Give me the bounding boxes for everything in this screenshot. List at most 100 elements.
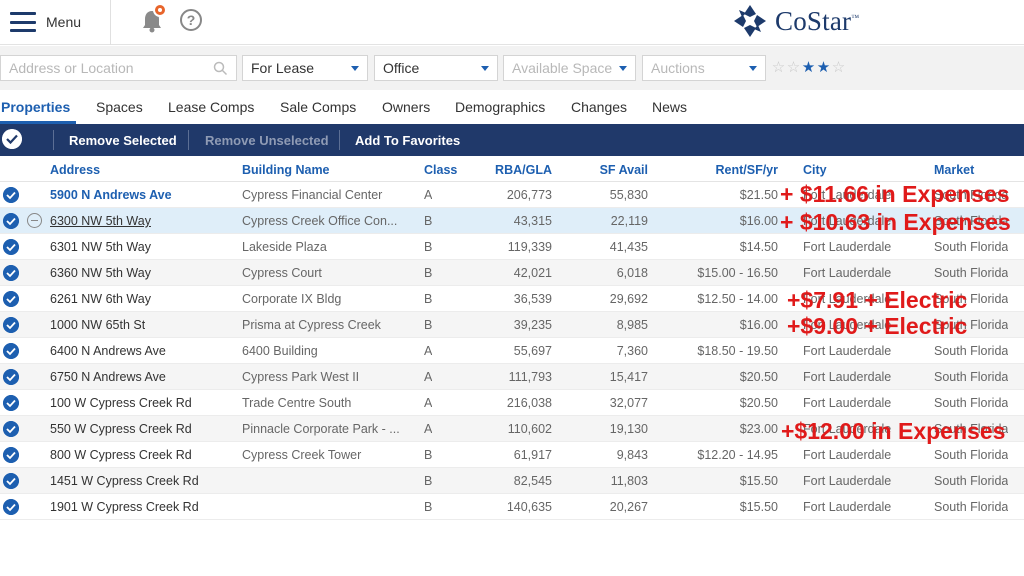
cell-sf-avail: 41,435 (609, 240, 648, 254)
star-empty-icon[interactable]: ☆ (771, 59, 786, 76)
chevron-down-icon (749, 66, 757, 71)
col-building-name[interactable]: Building Name (242, 163, 330, 177)
tab-properties[interactable]: Properties (1, 99, 71, 115)
table-row[interactable]: 5900 N Andrews Ave Cypress Financial Cent… (0, 182, 1024, 208)
tab-owners[interactable]: Owners (382, 99, 431, 115)
cell-class: A (424, 188, 433, 202)
remove-unselected-button[interactable]: Remove Unselected (205, 133, 329, 148)
col-address[interactable]: Address (50, 163, 101, 177)
table-row[interactable]: 6750 N Andrews Ave Cypress Park West II A 1… (0, 364, 1024, 390)
row-check-icon[interactable] (3, 291, 19, 307)
row-check-icon[interactable] (3, 473, 19, 489)
cell-address[interactable]: 6750 N Andrews Ave (50, 370, 166, 384)
row-check-icon[interactable] (3, 369, 19, 385)
col-rba-gla[interactable]: RBA/GLA (495, 163, 552, 177)
cell-building-name: Cypress Financial Center (242, 188, 383, 202)
cell-address[interactable]: 1451 W Cypress Creek Rd (50, 474, 199, 488)
row-check-icon[interactable] (3, 265, 19, 281)
tab-sale-comps[interactable]: Sale Comps (280, 99, 357, 115)
table-row[interactable]: 1451 W Cypress Creek Rd B 82,545 11,803 $15.… (0, 468, 1024, 494)
row-check-icon[interactable] (3, 187, 19, 203)
cell-building-name: Trade Centre South (242, 396, 352, 410)
star-rating-filter[interactable]: ☆ ☆ ★ ★ ☆ (771, 60, 846, 76)
cell-market: South Florida (934, 422, 1009, 436)
cell-rent: $15.50 (739, 500, 778, 514)
cell-rent: $18.50 - 19.50 (697, 344, 778, 358)
location-placeholder: Address or Location (9, 60, 134, 76)
table-row[interactable]: 550 W Cypress Creek Rd Pinnacle Corporate… (0, 416, 1024, 442)
help-icon[interactable]: ? (180, 9, 202, 31)
star-filled-icon[interactable]: ★ (801, 59, 816, 76)
table-row[interactable]: 1000 NW 65th St Prisma at Cypress Creek B 3… (0, 312, 1024, 338)
table-row[interactable]: 6261 NW 6th Way Corporate IX Bldg B 36,539 2… (0, 286, 1024, 312)
cell-class: B (424, 214, 433, 228)
select-all-check-icon[interactable] (2, 129, 22, 149)
cell-address[interactable]: 1901 W Cypress Creek Rd (50, 500, 199, 514)
cell-market: South Florida (934, 214, 1009, 228)
row-check-icon[interactable] (3, 421, 19, 437)
remove-selected-button[interactable]: Remove Selected (69, 133, 177, 148)
collapse-minus-icon[interactable] (27, 213, 42, 228)
table-row[interactable]: 1901 W Cypress Creek Rd B 140,635 20,267 $15… (0, 494, 1024, 520)
available-space-select[interactable]: Available Space (503, 55, 636, 81)
tab-news[interactable]: News (652, 99, 688, 115)
col-rent[interactable]: Rent/SF/yr (715, 163, 778, 177)
table-row[interactable]: 6300 NW 5th Way Cypress Creek Office Con.… (0, 208, 1024, 234)
row-check-icon[interactable] (3, 343, 19, 359)
tab-spaces[interactable]: Spaces (96, 99, 143, 115)
cell-address[interactable]: 6400 N Andrews Ave (50, 344, 166, 358)
cell-address[interactable]: 5900 N Andrews Ave (50, 188, 172, 202)
row-check-icon[interactable] (3, 447, 19, 463)
cell-sf-avail: 11,803 (610, 474, 648, 488)
table-row[interactable]: 100 W Cypress Creek Rd Trade Centre South… (0, 390, 1024, 416)
table-row[interactable]: 6400 N Andrews Ave 6400 Building A 55,697 7,… (0, 338, 1024, 364)
auctions-select[interactable]: Auctions (642, 55, 766, 81)
row-check-icon[interactable] (3, 317, 19, 333)
tab-demographics[interactable]: Demographics (455, 99, 546, 115)
menu-button[interactable]: Menu (10, 8, 81, 36)
table-row[interactable]: 6360 NW 5th Way Cypress Court B 42,021 6,018… (0, 260, 1024, 286)
table-row[interactable]: 800 W Cypress Creek Rd Cypress Creek Towe… (0, 442, 1024, 468)
annotation-expenses-1: + $11.66 in Expenses (780, 181, 1010, 207)
cell-class: B (424, 266, 433, 280)
property-type-select[interactable]: Office (374, 55, 498, 81)
row-check-icon[interactable] (3, 499, 19, 515)
annotation-expenses-2: + $10.63 in Expenses (780, 209, 1011, 235)
cell-market: South Florida (934, 448, 1009, 462)
property-type-value: Office (383, 60, 420, 76)
location-search-input[interactable]: Address or Location (0, 55, 237, 81)
cell-sf-avail: 22,119 (610, 214, 648, 228)
cell-market: South Florida (934, 266, 1009, 280)
row-check-icon[interactable] (3, 239, 19, 255)
star-filled-icon[interactable]: ★ (816, 59, 831, 76)
row-check-icon[interactable] (3, 395, 19, 411)
cell-rent: $20.50 (739, 396, 778, 410)
star-empty-icon[interactable]: ☆ (831, 59, 846, 76)
cell-address[interactable]: 100 W Cypress Creek Rd (50, 396, 192, 410)
cell-address[interactable]: 6261 NW 6th Way (50, 292, 151, 306)
cell-address[interactable]: 1000 NW 65th St (50, 318, 146, 332)
table-row[interactable]: 6301 NW 5th Way Lakeside Plaza B 119,339 41,… (0, 234, 1024, 260)
cell-class: B (424, 292, 433, 306)
cell-address[interactable]: 6301 NW 5th Way (50, 240, 151, 254)
tab-lease-comps[interactable]: Lease Comps (168, 99, 255, 115)
search-icon (213, 61, 228, 76)
col-city[interactable]: City (803, 163, 827, 177)
cell-class: B (424, 448, 433, 462)
cell-city: Fort Lauderdale (803, 240, 892, 254)
lease-type-select[interactable]: For Lease (242, 55, 368, 81)
col-market[interactable]: Market (934, 163, 975, 177)
row-check-icon[interactable] (3, 213, 19, 229)
tab-changes[interactable]: Changes (571, 99, 628, 115)
col-sf-avail[interactable]: SF Avail (599, 163, 648, 177)
cell-address[interactable]: 6360 NW 5th Way (50, 266, 151, 280)
cell-address[interactable]: 800 W Cypress Creek Rd (50, 448, 192, 462)
cell-building-name: Pinnacle Corporate Park - ... (242, 422, 400, 436)
cell-address[interactable]: 550 W Cypress Creek Rd (50, 422, 192, 436)
cell-market: South Florida (934, 370, 1009, 384)
cell-rba-gla: 55,697 (513, 344, 552, 358)
col-class[interactable]: Class (424, 163, 458, 177)
star-empty-icon[interactable]: ☆ (786, 59, 801, 76)
cell-address[interactable]: 6300 NW 5th Way (50, 214, 151, 228)
add-to-favorites-button[interactable]: Add To Favorites (355, 133, 461, 148)
